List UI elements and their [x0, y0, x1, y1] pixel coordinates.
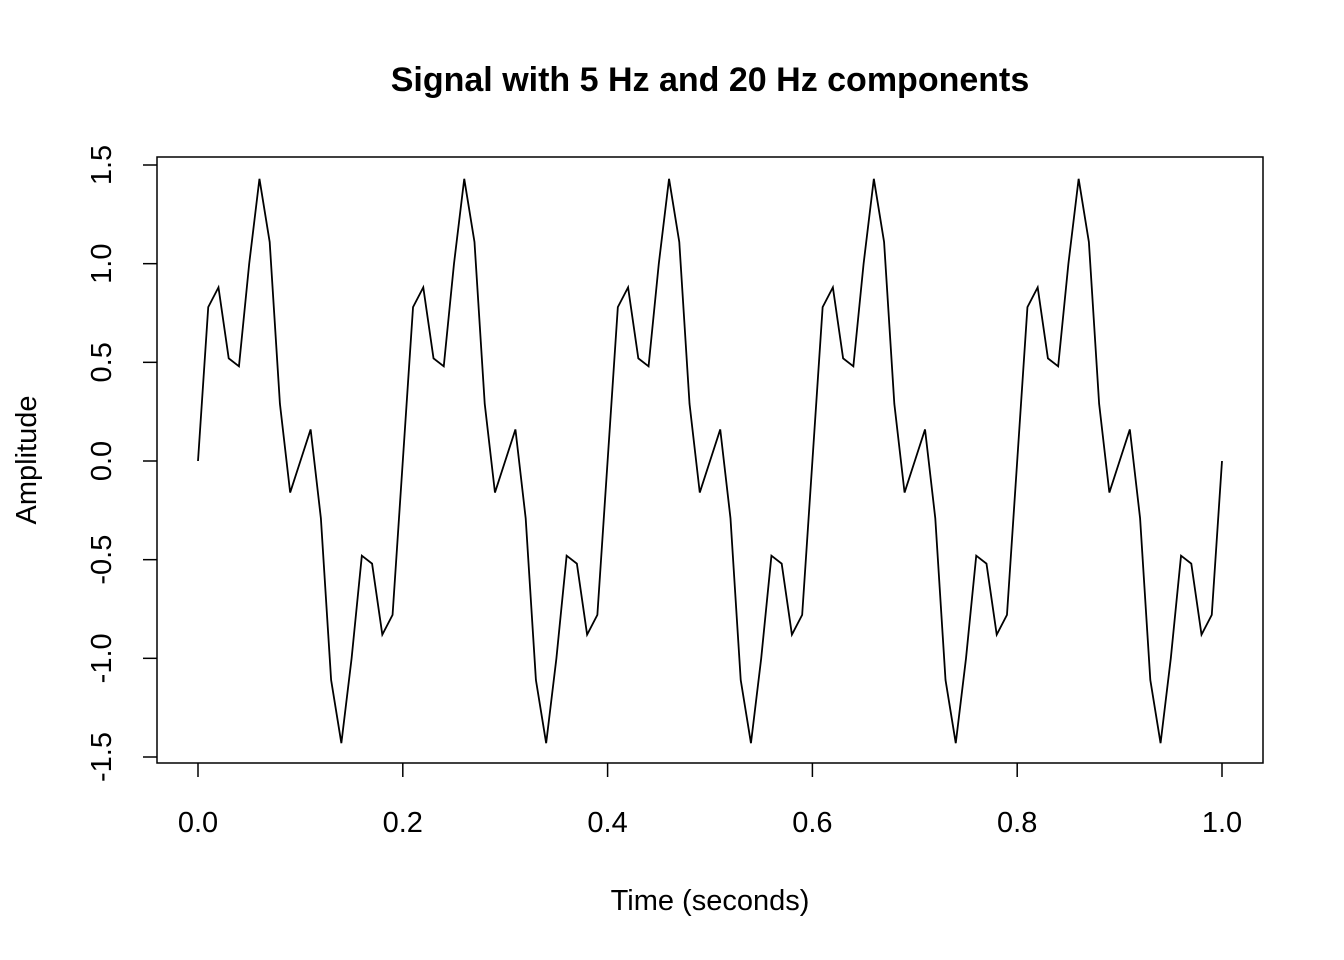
x-tick-label: 1.0 [1202, 807, 1242, 839]
plot-area [197, 178, 1223, 744]
signal-series-line [197, 178, 1223, 744]
x-tick-label: 0.2 [383, 807, 423, 839]
x-axis: 0.0 0.2 0.4 0.6 0.8 1.0 [178, 763, 1242, 839]
y-tick-label: 0.0 [86, 441, 118, 481]
x-tick-label: 0.0 [178, 807, 218, 839]
x-tick-label: 0.6 [792, 807, 832, 839]
x-tick-label: 0.4 [587, 807, 627, 839]
y-axis-label: Amplitude [11, 396, 43, 525]
y-tick-label: 0.5 [86, 342, 118, 382]
plot-frame [156, 156, 1264, 764]
x-axis-label: Time (seconds) [611, 885, 810, 917]
y-tick-label: -1.0 [86, 633, 118, 683]
y-tick-label: -1.5 [86, 732, 118, 782]
y-tick-label: 1.0 [86, 244, 118, 284]
y-tick-label: 1.5 [86, 145, 118, 185]
y-tick-label: -0.5 [86, 535, 118, 585]
x-tick-label: 0.8 [997, 807, 1037, 839]
chart-title: Signal with 5 Hz and 20 Hz components [391, 61, 1030, 99]
y-axis: -1.5 -1.0 -0.5 0.0 0.5 1.0 1.5 [86, 145, 157, 782]
